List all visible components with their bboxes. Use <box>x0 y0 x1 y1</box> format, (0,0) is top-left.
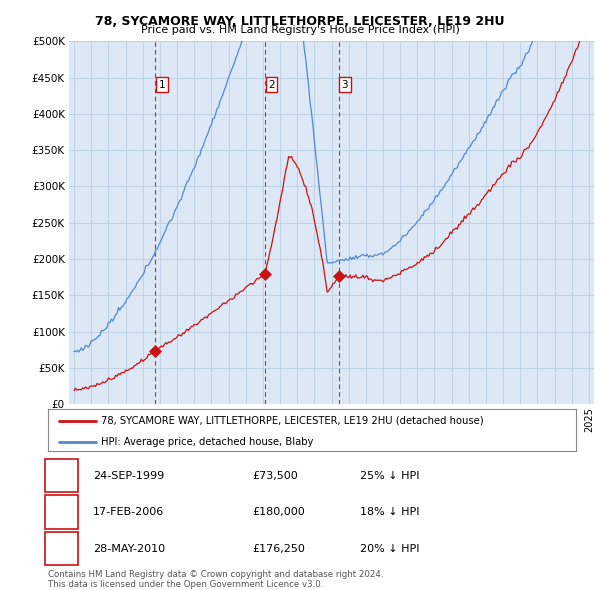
Text: 3: 3 <box>58 542 65 555</box>
Text: 28-MAY-2010: 28-MAY-2010 <box>93 544 165 553</box>
Text: 24-SEP-1999: 24-SEP-1999 <box>93 471 164 480</box>
Text: £180,000: £180,000 <box>252 507 305 517</box>
Text: 78, SYCAMORE WAY, LITTLETHORPE, LEICESTER, LE19 2HU (detached house): 78, SYCAMORE WAY, LITTLETHORPE, LEICESTE… <box>101 416 484 426</box>
Text: Price paid vs. HM Land Registry's House Price Index (HPI): Price paid vs. HM Land Registry's House … <box>140 25 460 35</box>
Text: 17-FEB-2006: 17-FEB-2006 <box>93 507 164 517</box>
Text: 2: 2 <box>58 506 65 519</box>
Text: HPI: Average price, detached house, Blaby: HPI: Average price, detached house, Blab… <box>101 437 313 447</box>
Text: Contains HM Land Registry data © Crown copyright and database right 2024.
This d: Contains HM Land Registry data © Crown c… <box>48 570 383 589</box>
Text: 1: 1 <box>158 80 165 90</box>
Text: 25% ↓ HPI: 25% ↓ HPI <box>360 471 419 480</box>
Text: £176,250: £176,250 <box>252 544 305 553</box>
Text: 78, SYCAMORE WAY, LITTLETHORPE, LEICESTER, LE19 2HU: 78, SYCAMORE WAY, LITTLETHORPE, LEICESTE… <box>95 15 505 28</box>
Text: £73,500: £73,500 <box>252 471 298 480</box>
Text: 20% ↓ HPI: 20% ↓ HPI <box>360 544 419 553</box>
Text: 1: 1 <box>58 469 65 482</box>
Text: 3: 3 <box>341 80 348 90</box>
Text: 2: 2 <box>268 80 275 90</box>
Text: 18% ↓ HPI: 18% ↓ HPI <box>360 507 419 517</box>
